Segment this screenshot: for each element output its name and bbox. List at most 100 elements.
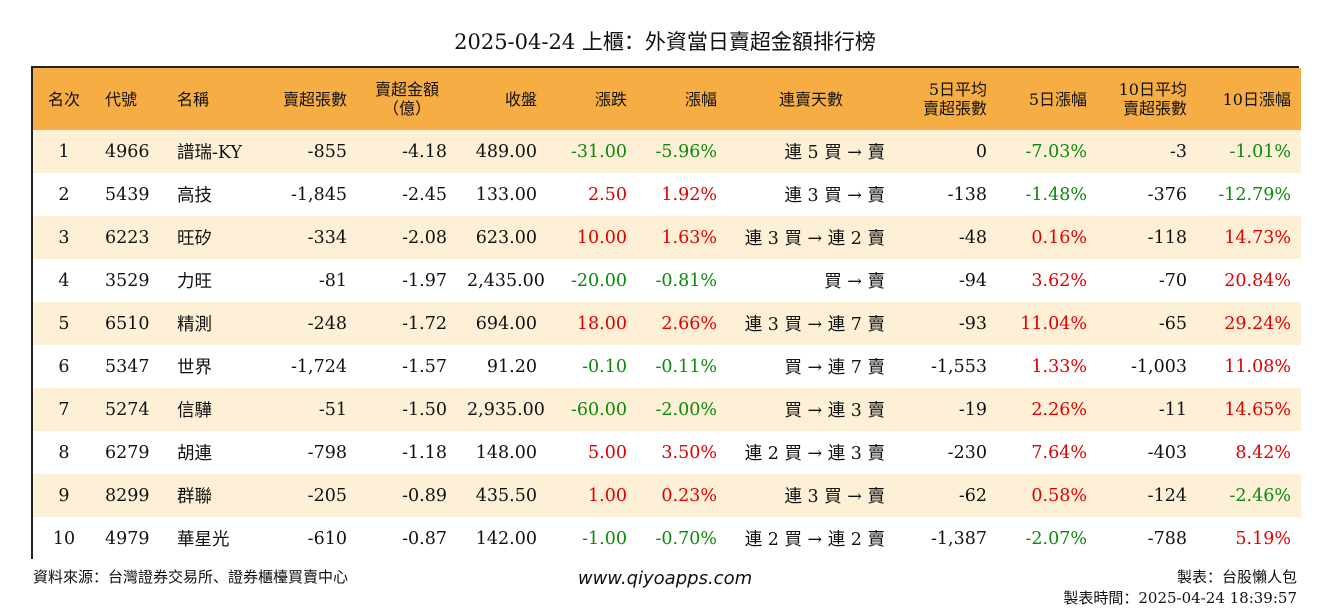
cell-streak: 連 3 買 → 賣 — [784, 186, 885, 206]
cell-pct5: -2.07% — [1025, 528, 1087, 549]
cell-pct: -5.96% — [655, 141, 717, 162]
cell-sell-amount: -1.57 — [402, 356, 447, 377]
table-row: 6 5347 世界 -1,724 -1.57 91.20 -0.10 -0.11% 買 → 連 … — [33, 345, 1301, 388]
table-row: 2 5439 高技 -1,845 -2.45 133.00 2.50 1.92% 連 3 買 →… — [33, 173, 1301, 216]
cell-change: 2.50 — [588, 184, 627, 205]
cell-change: -20.00 — [570, 270, 627, 291]
cell-name: 信驊 — [177, 401, 212, 421]
ranking-table: 名次 代號 名稱 賣超張數 賣超金額 （億） 收盤 漲跌 漲幅 連賣天數 5日平… — [31, 66, 1301, 560]
cell-code: 6279 — [105, 442, 150, 463]
cell-rank: 9 — [58, 485, 70, 506]
header-pct5: 5日漲幅 — [1028, 89, 1087, 109]
cell-close: 694.00 — [475, 313, 537, 334]
cell-pct: 2.66% — [661, 313, 717, 334]
cell-avg5: -19 — [958, 399, 987, 420]
header-name: 名稱 — [177, 89, 210, 109]
cell-streak: 連 5 買 → 賣 — [784, 143, 885, 163]
cell-streak: 連 2 買 → 連 2 賣 — [744, 530, 885, 550]
cell-pct5: -1.48% — [1025, 184, 1087, 205]
cell-close: 91.20 — [486, 356, 537, 377]
cell-pct: 3.50% — [661, 442, 717, 463]
cell-change: -1.00 — [582, 528, 627, 549]
cell-pct5: 3.62% — [1031, 270, 1087, 291]
cell-sell-amount: -0.87 — [402, 528, 447, 549]
table-row: 8 6279 胡連 -798 -1.18 148.00 5.00 3.50% 連 2 買 → 連… — [33, 431, 1301, 474]
header-sell-lots: 賣超張數 — [282, 89, 347, 109]
cell-close: 133.00 — [475, 184, 537, 205]
header-pct10: 10日漲幅 — [1222, 89, 1291, 109]
cell-rank: 5 — [58, 313, 70, 334]
cell-sell-amount: -1.50 — [402, 399, 447, 420]
header-close: 收盤 — [504, 89, 537, 109]
header-avg5: 5日平均 賣超張數 — [895, 68, 997, 130]
table-row: 9 8299 群聯 -205 -0.89 435.50 1.00 0.23% 連 3 買 → 賣… — [33, 474, 1301, 517]
cell-close: 148.00 — [475, 442, 537, 463]
cell-close: 2,935.00 — [467, 399, 545, 420]
cell-avg10: -403 — [1147, 442, 1187, 463]
cell-sell-lots: -81 — [318, 270, 347, 291]
table-row: 4 3529 力旺 -81 -1.97 2,435.00 -20.00 -0.81% 買 → 賣… — [33, 259, 1301, 302]
cell-pct5: 0.58% — [1031, 485, 1087, 506]
data-source: 資料來源：台灣證券交易所、證券櫃檯買賣中心 — [33, 568, 349, 586]
cell-pct5: 7.64% — [1031, 442, 1087, 463]
cell-avg10: -1,003 — [1130, 356, 1187, 377]
cell-pct: -0.81% — [655, 270, 717, 291]
cell-avg10: -65 — [1158, 313, 1187, 334]
table-row: 3 6223 旺矽 -334 -2.08 623.00 10.00 1.63% 連 3 買 → … — [33, 216, 1301, 259]
cell-rank: 8 — [58, 442, 70, 463]
cell-code: 6223 — [105, 227, 150, 248]
cell-pct10: -12.79% — [1218, 184, 1291, 205]
cell-pct10: 11.08% — [1224, 356, 1291, 377]
cell-avg5: 0 — [975, 141, 987, 162]
cell-sell-amount: -1.97 — [402, 270, 447, 291]
cell-change: 10.00 — [576, 227, 627, 248]
website-link[interactable]: www.qiyoapps.com — [577, 568, 753, 589]
cell-pct10: 8.42% — [1235, 442, 1291, 463]
cell-sell-lots: -855 — [307, 141, 347, 162]
cell-streak: 連 2 買 → 連 3 賣 — [744, 444, 885, 464]
header-sell-amount-line2: （億） — [382, 99, 431, 118]
cell-pct10: 29.24% — [1224, 313, 1291, 334]
cell-sell-lots: -798 — [307, 442, 347, 463]
cell-close: 2,435.00 — [467, 270, 545, 291]
cell-sell-lots: -205 — [307, 485, 347, 506]
cell-pct5: 2.26% — [1031, 399, 1087, 420]
cell-pct5: 1.33% — [1031, 356, 1087, 377]
made-time: 製表時間：2025-04-24 18:39:57 — [1063, 589, 1297, 607]
cell-pct5: -7.03% — [1025, 141, 1087, 162]
cell-sell-amount: -0.89 — [402, 485, 447, 506]
cell-rank: 1 — [58, 141, 70, 162]
cell-name: 高技 — [177, 186, 212, 206]
header-pct: 漲幅 — [684, 89, 717, 109]
header-rank: 名次 — [47, 89, 80, 109]
cell-rank: 2 — [58, 184, 70, 205]
cell-sell-amount: -4.18 — [402, 141, 447, 162]
cell-name: 群聯 — [177, 487, 212, 507]
table-row: 5 6510 精測 -248 -1.72 694.00 18.00 2.66% 連 3 買 → … — [33, 302, 1301, 345]
table-row: 10 4979 華星光 -610 -0.87 142.00 -1.00 -0.70% 連 2 買… — [33, 517, 1301, 560]
cell-close: 142.00 — [475, 528, 537, 549]
cell-name: 譜瑞-KY — [177, 143, 243, 163]
cell-rank: 3 — [58, 227, 70, 248]
cell-pct5: 0.16% — [1031, 227, 1087, 248]
cell-code: 5439 — [105, 184, 150, 205]
cell-pct10: 14.65% — [1224, 399, 1291, 420]
maker-info: 製表：台股懶人包 製表時間：2025-04-24 18:39:57 — [1063, 567, 1297, 609]
header-code: 代號 — [105, 89, 138, 109]
header-avg10-line1: 10日平均 — [1118, 80, 1187, 99]
cell-close: 623.00 — [475, 227, 537, 248]
cell-pct10: -1.01% — [1229, 141, 1291, 162]
cell-name: 旺矽 — [177, 229, 212, 249]
cell-avg5: -1,553 — [930, 356, 987, 377]
cell-avg10: -3 — [1169, 141, 1187, 162]
cell-code: 5347 — [105, 356, 150, 377]
cell-code: 4979 — [105, 528, 150, 549]
cell-avg10: -118 — [1147, 227, 1187, 248]
cell-avg5: -48 — [958, 227, 987, 248]
cell-avg10: -376 — [1147, 184, 1187, 205]
cell-avg5: -1,387 — [930, 528, 987, 549]
header-sell-amount-line1: 賣超金額 — [374, 80, 439, 99]
cell-sell-lots: -334 — [307, 227, 347, 248]
cell-rank: 6 — [58, 356, 70, 377]
cell-change: 5.00 — [588, 442, 627, 463]
